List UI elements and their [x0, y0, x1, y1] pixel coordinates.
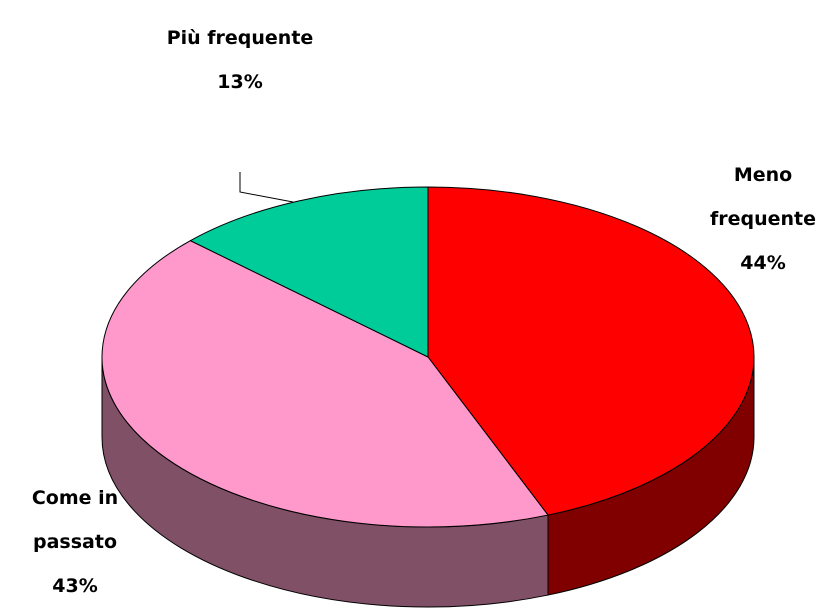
value-label: 44%	[740, 252, 786, 274]
leader-line	[239, 172, 294, 203]
pie-slice	[189, 186, 429, 358]
data-label: Meno frequente 44%	[688, 153, 838, 285]
value-label: 13%	[217, 71, 263, 93]
pie-slice	[101, 240, 549, 528]
data-label: Come in passato 43%	[0, 476, 150, 608]
category-label: Meno frequente	[709, 164, 817, 230]
category-label: Più frequente	[166, 27, 314, 49]
pie-slice	[427, 186, 755, 516]
data-label: Più frequente 13%	[165, 16, 315, 104]
category-label: Come in passato	[31, 487, 119, 553]
value-label: 43%	[52, 575, 98, 597]
